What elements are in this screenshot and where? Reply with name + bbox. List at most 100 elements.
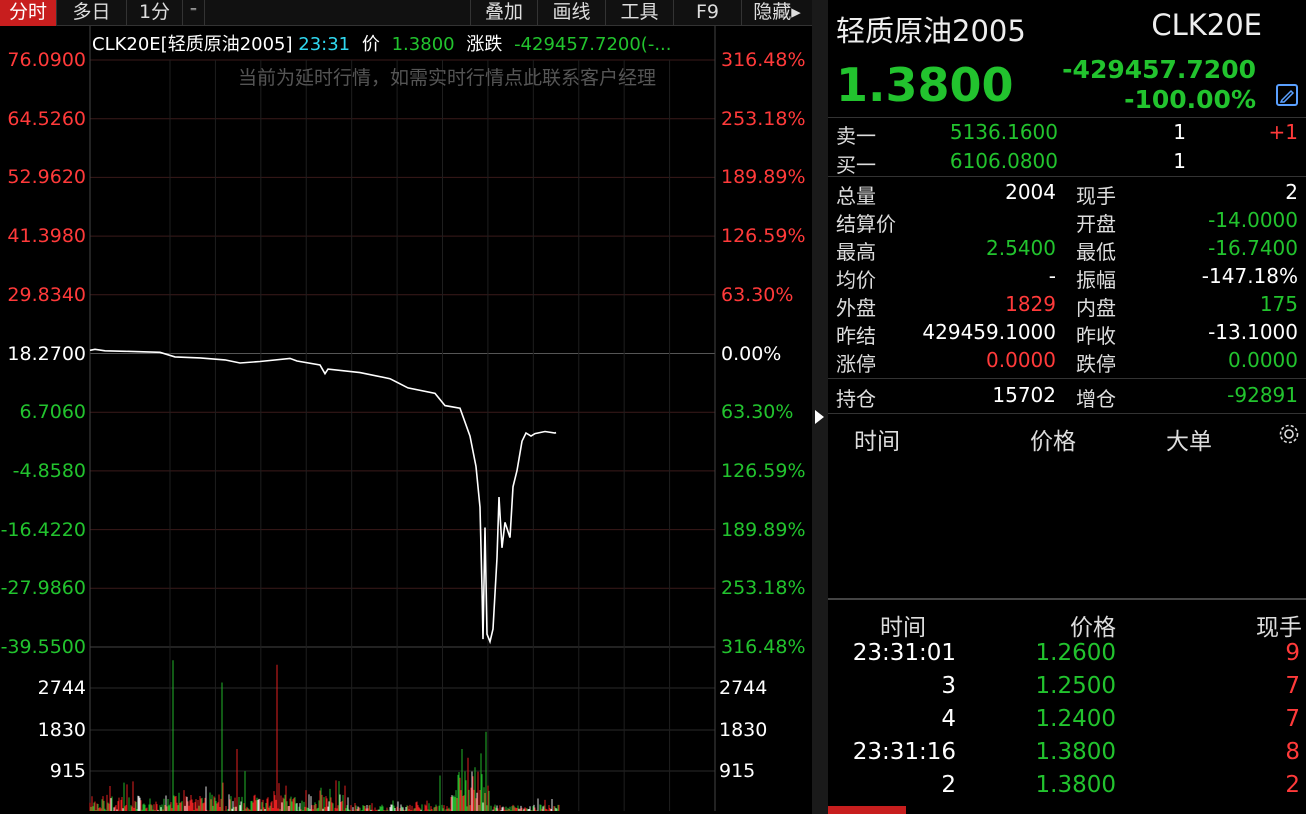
trade-row: 23:31:16 1.3800 8	[828, 739, 1306, 772]
stat-value: 0.0000	[1228, 348, 1298, 372]
trades-col-price: 价格	[1070, 615, 1116, 641]
order-qty: 1	[1173, 149, 1186, 173]
chart-change-label: 涨跌	[466, 34, 503, 55]
stat-label: 内盘	[1076, 296, 1116, 320]
pct-tick-label: 189.89%	[721, 166, 806, 189]
stat-label: 结算价	[836, 212, 896, 236]
quote-change-pct: -100.00%	[1124, 85, 1256, 114]
order-price: 6106.0800	[949, 149, 1058, 173]
order-price: 5136.1600	[949, 120, 1058, 144]
trade-price: 1.2500	[1035, 673, 1116, 699]
price-tick-label: -27.9860	[0, 577, 86, 600]
panel-divider[interactable]	[812, 0, 828, 814]
trade-qty: 8	[1285, 739, 1300, 765]
trade-price: 1.2600	[1035, 640, 1116, 666]
trades-col-qty: 现手	[1256, 615, 1302, 641]
volume-bars	[89, 660, 560, 811]
big-orders-col-big: 大单	[1166, 429, 1212, 455]
trade-time: 3	[941, 673, 956, 699]
tools-button[interactable]: 工具	[606, 0, 674, 26]
delay-notice[interactable]: 当前为延时行情，如需实时行情点此联系客户经理	[238, 67, 657, 89]
price-tick-label: 64.5260	[7, 107, 86, 130]
trade-row: 3 1.2500 7	[828, 673, 1306, 706]
stat-value: 0.0000	[986, 348, 1056, 372]
stat-label: 跌停	[1076, 352, 1116, 376]
pct-tick-label: 63.30%	[721, 401, 794, 424]
stat-label: 昨收	[1076, 324, 1116, 348]
collapse-arrow-icon[interactable]	[815, 410, 824, 424]
stat-value: 2	[1285, 180, 1298, 204]
price-tick-label: 52.9620	[7, 166, 86, 189]
draw-line-button[interactable]: 画线	[538, 0, 606, 26]
stat-value: -16.7400	[1208, 236, 1298, 260]
price-tick-label: 29.8340	[7, 283, 86, 306]
stat-label: 振幅	[1076, 268, 1116, 292]
trade-price: 1.2400	[1035, 706, 1116, 732]
chart-header: CLK20E[轻质原油2005] 23:31 价 1.3800 涨跌 -4294…	[92, 30, 671, 56]
hide-button[interactable]: 隐藏▸	[753, 1, 801, 23]
volume-tick-label: 2744	[37, 677, 86, 699]
trade-price: 1.3800	[1035, 772, 1116, 798]
trade-time: 23:31:01	[852, 640, 956, 666]
big-orders-col-time: 时间	[854, 429, 900, 455]
quote-name: 轻质原油2005	[836, 14, 1026, 48]
price-tick-label: -39.5500	[0, 636, 86, 658]
chart-price-label: 价	[361, 34, 380, 55]
trade-row: 4 1.2400 7	[828, 706, 1306, 739]
f9-button[interactable]: F9	[674, 0, 742, 26]
trade-row: 2 1.3800 2	[828, 772, 1306, 805]
stat-label: 涨停	[836, 352, 876, 376]
pct-tick-label: 253.18%	[721, 107, 806, 130]
tab-multiday[interactable]: 多日	[57, 0, 127, 26]
period-dropdown-icon[interactable]: ⁼	[183, 0, 205, 26]
chart-change-value: -429457.7200(-...	[514, 34, 672, 55]
volume-tick-label: 1830	[37, 719, 86, 741]
price-tick-label: 6.7060	[19, 401, 86, 424]
trade-time: 2	[941, 772, 956, 798]
volume-tick-label: 915	[719, 760, 756, 782]
stat-value: 1829	[1005, 292, 1056, 316]
tab-intraday[interactable]: 分时	[0, 0, 57, 26]
price-tick-label: 18.2700	[7, 342, 86, 365]
pct-tick-label: 316.48%	[721, 49, 806, 71]
bottom-tab-indicator[interactable]	[828, 806, 906, 814]
open-interest-label: 持仓	[836, 387, 876, 411]
edit-icon[interactable]	[1276, 84, 1298, 106]
oi-change-value: -92891	[1227, 383, 1298, 407]
trade-qty: 7	[1285, 706, 1300, 732]
stat-value: 2.5400	[986, 236, 1056, 260]
tab-1min[interactable]: 1分	[127, 0, 183, 26]
stat-value: -	[1048, 264, 1056, 288]
stat-label: 现手	[1076, 184, 1116, 208]
quote-price: 1.3800	[836, 58, 1014, 112]
intraday-chart[interactable]	[0, 0, 812, 814]
quote-change: -429457.7200	[1062, 55, 1256, 84]
stat-value: 2004	[1005, 180, 1056, 204]
order-label: 买一	[836, 153, 876, 177]
chart-grid	[89, 26, 716, 811]
trade-qty: 9	[1285, 640, 1300, 666]
price-tick-label: 41.3980	[7, 225, 86, 248]
settings-gear-icon[interactable]	[1278, 422, 1300, 446]
chart-toolbar: 分时 多日 1分 ⁼ 叠加 画线 工具 F9 隐藏▸	[0, 0, 812, 26]
pct-tick-label: 126.59%	[721, 459, 806, 482]
price-tick-label: 76.0900	[7, 49, 86, 71]
volume-tick-label: 2744	[719, 677, 768, 699]
stat-label: 总量	[836, 184, 876, 208]
pct-tick-label: 126.59%	[721, 225, 806, 248]
overlay-button[interactable]: 叠加	[470, 0, 538, 26]
trade-row: 23:31:01 1.2600 9	[828, 640, 1306, 673]
stat-label: 昨结	[836, 324, 876, 348]
pct-tick-label: 316.48%	[721, 636, 806, 658]
stat-label: 最低	[1076, 240, 1116, 264]
trade-time: 23:31:16	[852, 739, 956, 765]
oi-change-label: 增仓	[1076, 387, 1116, 411]
big-orders-col-price: 价格	[1030, 429, 1076, 455]
order-delta: +1	[1268, 120, 1298, 144]
open-interest-value: 15702	[992, 383, 1056, 407]
chart-price-value: 1.3800	[391, 34, 455, 55]
quote-panel: 轻质原油2005 CLK20E 1.3800 -429457.7200 -100…	[828, 0, 1306, 814]
price-tick-label: -4.8580	[12, 459, 86, 482]
pct-tick-label: 189.89%	[721, 518, 806, 541]
trades-col-time: 时间	[880, 615, 926, 641]
